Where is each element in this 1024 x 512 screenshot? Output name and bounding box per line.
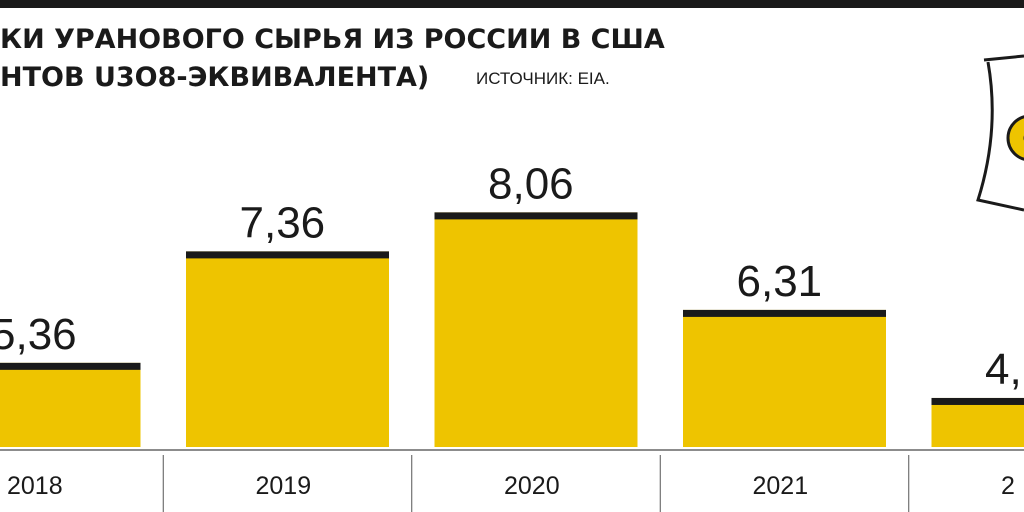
bar <box>931 397 1024 447</box>
bar-cap <box>683 309 886 317</box>
x-tick-label: 2019 <box>256 472 312 500</box>
x-tick-label: 2020 <box>504 472 560 500</box>
bar <box>683 309 886 447</box>
chart-title: КИ УРАНОВОГО СЫРЬЯ ИЗ РОССИИ В США <box>0 24 665 55</box>
top-rule <box>0 0 1024 8</box>
x-tick-label: 2 <box>1001 472 1015 500</box>
x-tick-label: 2021 <box>753 472 809 500</box>
bar-cap <box>186 251 389 259</box>
source: ИСТОЧНИК: EIA. <box>476 69 610 88</box>
bar-cap <box>0 362 141 370</box>
bar-cap <box>931 397 1024 405</box>
bar <box>186 251 389 447</box>
bar-cap <box>434 212 638 220</box>
x-tick-label: 2018 <box>7 472 63 500</box>
value-label: 4, <box>985 345 1022 394</box>
chart-subtitle: НТОВ U3O8-ЭКВИВАЛЕНТА) <box>0 62 429 93</box>
icon <box>976 54 1024 212</box>
value-label: 8,06 <box>488 159 574 208</box>
bar <box>434 212 638 447</box>
bar <box>0 362 141 447</box>
value-label: 6,31 <box>737 257 823 306</box>
value-label: 5,36 <box>0 310 77 359</box>
value-label: 7,36 <box>240 198 326 247</box>
